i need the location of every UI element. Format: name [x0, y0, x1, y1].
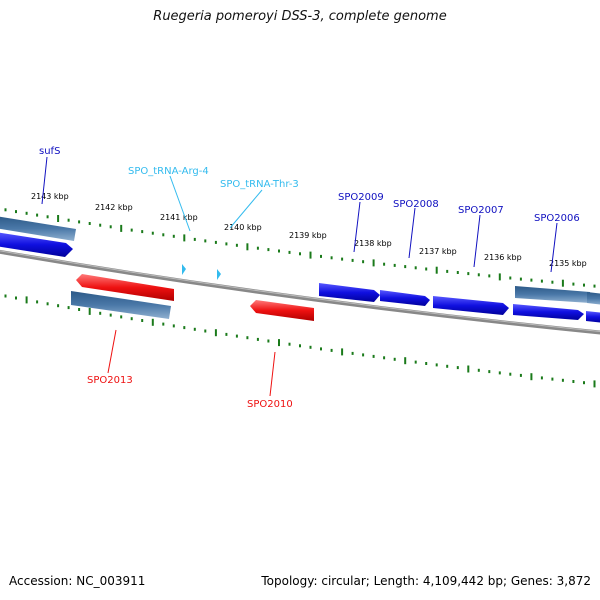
gene-spo2006[interactable]: [513, 304, 584, 320]
accession-text: Accession: NC_003911: [9, 574, 146, 588]
outer-tick-row: [4, 208, 596, 288]
label-sufS: sufS: [39, 146, 60, 157]
forward-genes: [0, 216, 600, 323]
kbp-label: 2137 kbp: [419, 247, 457, 256]
kbp-label: 2142 kbp: [95, 203, 133, 212]
gene-spo2007[interactable]: [433, 296, 509, 315]
kbp-label: 2138 kbp: [354, 239, 392, 248]
leader-lines: [41, 156, 558, 397]
kbp-label: 2143 kbp: [31, 192, 69, 201]
gene-spo2013-pseudo[interactable]: [71, 291, 171, 319]
gene-spo2006-pseudo[interactable]: [515, 286, 590, 303]
map-title: Ruegeria pomeroyi DSS-3, complete genome: [153, 9, 447, 24]
label-trna-arg: SPO_tRNA-Arg-4: [128, 166, 209, 177]
genome-summary-text: Topology: circular; Length: 4,109,442 bp…: [261, 574, 591, 588]
gene-sufS-pseudo[interactable]: [0, 216, 76, 241]
inner-tick-row: [4, 294, 596, 388]
label-spo2006: SPO2006: [534, 213, 580, 224]
gene-sufS[interactable]: [0, 232, 73, 257]
kbp-label: 2139 kbp: [289, 231, 327, 240]
kbp-label: 2141 kbp: [160, 213, 198, 222]
label-spo2013: SPO2013: [87, 375, 133, 386]
gene-next[interactable]: [586, 311, 600, 323]
trna-thr-marker[interactable]: [217, 269, 221, 280]
label-spo2010: SPO2010: [247, 399, 293, 410]
reverse-genes: [71, 274, 314, 321]
gene-spo2013[interactable]: [76, 274, 174, 301]
label-spo2008: SPO2008: [393, 199, 439, 210]
label-trna-thr: SPO_tRNA-Thr-3: [220, 179, 299, 190]
gene-spo2009[interactable]: [319, 283, 380, 302]
gene-spo2010[interactable]: [250, 300, 314, 321]
kbp-labels: 2143 kbp 2142 kbp 2141 kbp 2140 kbp 2139…: [31, 192, 587, 268]
label-spo2009: SPO2009: [338, 192, 384, 203]
gene-next-pseudo[interactable]: [587, 292, 600, 305]
kbp-label: 2140 kbp: [224, 223, 262, 232]
kbp-label: 2135 kbp: [549, 259, 587, 268]
label-spo2007: SPO2007: [458, 205, 504, 216]
genome-backbone: [0, 249, 600, 335]
trna-arg-marker[interactable]: [182, 264, 186, 275]
kbp-label: 2136 kbp: [484, 253, 522, 262]
gene-spo2008[interactable]: [380, 290, 430, 306]
